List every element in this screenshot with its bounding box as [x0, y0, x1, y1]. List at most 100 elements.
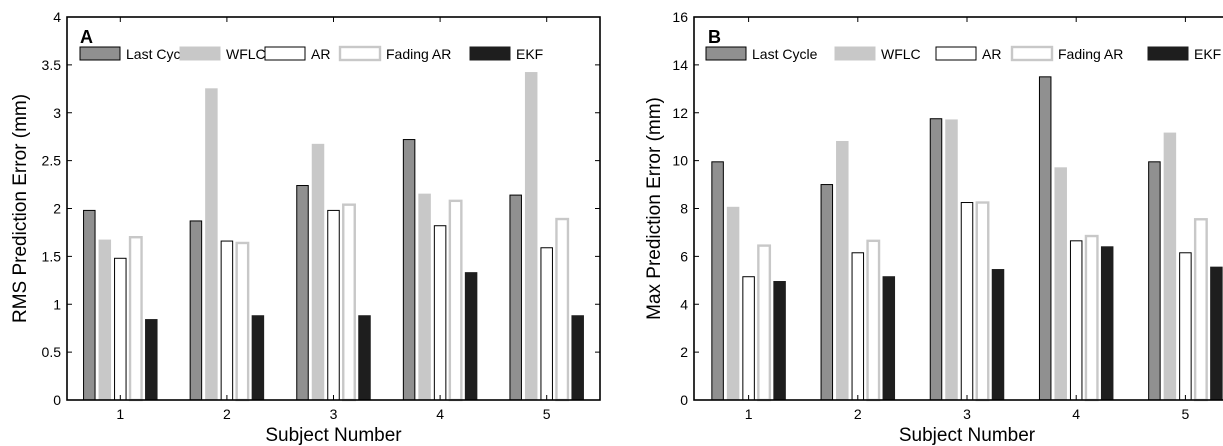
x-axis: 1 2 3 4 5 — [745, 17, 1190, 422]
y-tick-label: 0.5 — [42, 344, 62, 360]
x-axis-title: Subject Number — [265, 425, 402, 446]
bar-last-cycle-subject-5 — [509, 194, 522, 401]
bar-wflc-subject-5 — [524, 72, 538, 401]
legend-item-ar: AR — [264, 46, 330, 62]
legend: Last Cycle WFLC AR Fading AR EKF — [705, 45, 1221, 62]
bar-ekf-subject-5 — [571, 315, 584, 401]
legend-item-ar: AR — [935, 46, 1001, 62]
y-axis-title: RMS Prediction Error (mm) — [10, 94, 31, 323]
bar-ar-subject-1 — [742, 276, 755, 401]
legend-swatch — [179, 46, 221, 61]
bar-fading-ar-subject-1 — [128, 236, 143, 402]
y-tick-label: 12 — [672, 105, 688, 121]
y-tick-label: 2 — [53, 201, 61, 217]
legend-label: WFLC — [226, 46, 266, 62]
legend-label: EKF — [516, 46, 543, 62]
panel-a-rms-chart: 0 0.5 1 1.5 2 2.5 3 3.5 4 1 2 3 4 5 Subject Number RMS … — [10, 9, 601, 446]
bar-fading-ar-subject-5 — [555, 217, 570, 402]
y-tick-label: 10 — [672, 153, 688, 169]
bar-fading-ar-subject-2 — [235, 241, 250, 402]
bar-ar-subject-2 — [851, 252, 865, 401]
legend-label: AR — [982, 46, 1001, 62]
x-tick-label: 1 — [116, 406, 124, 422]
legend-swatch — [834, 46, 876, 61]
bar-wflc-subject-1 — [726, 206, 740, 401]
panel-label: B — [708, 27, 721, 47]
y-tick-label: 1 — [53, 296, 61, 312]
bar-wflc-subject-3 — [311, 143, 325, 401]
y-tick-label: 16 — [672, 9, 688, 25]
legend-item-last-cycle: Last Cycle — [705, 46, 818, 62]
bar-wflc-subject-3 — [945, 119, 958, 401]
y-tick-label: 3.5 — [42, 57, 62, 73]
x-tick-label: 4 — [436, 406, 444, 422]
y-axis-title: Max Prediction Error (mm) — [644, 97, 665, 320]
legend-swatch — [469, 46, 511, 61]
x-tick-label: 5 — [543, 406, 551, 422]
legend-label: Last Cycle — [126, 46, 192, 62]
bar-ar-subject-5 — [540, 247, 553, 401]
y-tick-label: 4 — [53, 9, 61, 25]
bar-last-cycle-subject-5 — [1148, 161, 1161, 401]
bar-last-cycle-subject-1 — [711, 161, 724, 401]
bar-ekf-subject-1 — [145, 319, 158, 401]
y-tick-label: 3 — [53, 105, 61, 121]
bar-fading-ar-subject-3 — [975, 201, 990, 402]
legend-label: WFLC — [881, 46, 921, 62]
y-tick-label: 6 — [680, 248, 688, 264]
bar-ekf-subject-4 — [1100, 246, 1114, 401]
x-axis: 1 2 3 4 5 — [116, 17, 551, 422]
bar-last-cycle-subject-3 — [929, 118, 943, 401]
legend-swatch — [1147, 46, 1189, 61]
bar-fading-ar-subject-1 — [757, 244, 772, 402]
legend-item-last-cycle: Last Cycle — [79, 46, 192, 62]
legend-label: Last Cycle — [752, 46, 818, 62]
bar-last-cycle-subject-4 — [1038, 76, 1052, 401]
y-tick-label: 14 — [672, 57, 688, 73]
bar-ar-subject-5 — [1179, 252, 1192, 401]
bar-ekf-subject-3 — [358, 315, 371, 401]
bar-ekf-subject-3 — [991, 269, 1005, 401]
y-tick-label: 2.5 — [42, 153, 62, 169]
bar-last-cycle-subject-4 — [402, 139, 416, 401]
x-axis-title: Subject Number — [899, 425, 1036, 446]
legend-item-wflc: WFLC — [834, 46, 921, 62]
bar-ekf-subject-5 — [1210, 266, 1223, 401]
bar-ekf-subject-2 — [251, 315, 265, 401]
bar-fading-ar-subject-2 — [866, 239, 881, 402]
bar-fading-ar-subject-3 — [342, 203, 356, 402]
legend-item-fading-ar: Fading AR — [1010, 45, 1123, 62]
legend-label: Fading AR — [1058, 46, 1123, 62]
y-tick-label: 4 — [680, 296, 688, 312]
x-tick-label: 1 — [745, 406, 753, 422]
bar-ar-subject-3 — [327, 209, 340, 401]
y-tick-label: 0 — [680, 392, 688, 408]
bar-last-cycle-subject-2 — [189, 220, 203, 401]
x-tick-label: 2 — [854, 406, 862, 422]
y-tick-label: 1.5 — [42, 248, 62, 264]
bar-ekf-subject-1 — [773, 281, 786, 401]
bar-fading-ar-subject-4 — [448, 199, 463, 402]
legend-swatch — [338, 45, 382, 62]
legend-item-ekf: EKF — [469, 46, 543, 62]
bar-wflc-subject-5 — [1163, 132, 1177, 401]
x-tick-label: 2 — [223, 406, 231, 422]
bar-wflc-subject-1 — [98, 239, 112, 401]
bars — [83, 72, 584, 402]
bar-wflc-subject-4 — [1054, 167, 1067, 401]
legend-label: AR — [311, 46, 330, 62]
legend-swatch — [79, 46, 121, 61]
bar-last-cycle-subject-2 — [820, 184, 834, 401]
bar-fading-ar-subject-5 — [1193, 218, 1208, 402]
y-axis: 0 0.5 1 1.5 2 2.5 3 3.5 4 — [42, 9, 600, 408]
legend-swatch — [264, 46, 306, 61]
bar-ar-subject-2 — [220, 240, 234, 401]
y-tick-label: 0 — [53, 392, 61, 408]
legend-item-wflc: WFLC — [179, 46, 266, 62]
legend: Last Cycle WFLC AR Fading AR EKF — [79, 45, 543, 62]
bar-ekf-subject-2 — [882, 276, 896, 401]
bar-wflc-subject-4 — [418, 193, 431, 401]
bar-wflc-subject-2 — [205, 88, 218, 401]
